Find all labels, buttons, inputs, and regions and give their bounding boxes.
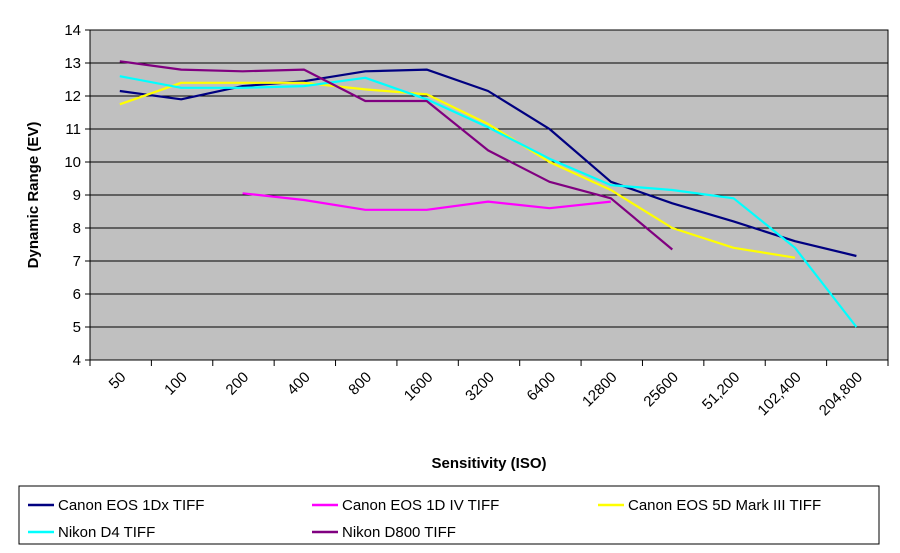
x-tick-label: 204,800 bbox=[816, 369, 866, 419]
series-line-3 bbox=[119, 75, 858, 328]
x-tick-label: 25600 bbox=[640, 369, 682, 411]
y-tick-label: 5 bbox=[73, 319, 81, 336]
y-tick-label: 13 bbox=[64, 55, 81, 72]
y-tick-label: 12 bbox=[64, 88, 81, 105]
gridlines bbox=[90, 62, 888, 328]
legend-label: Nikon D800 TIFF bbox=[342, 524, 456, 541]
x-tick-label: 50 bbox=[106, 369, 130, 393]
y-tick-label: 14 bbox=[64, 22, 81, 39]
x-tick-label: 200 bbox=[223, 369, 253, 399]
legend: Canon EOS 1Dx TIFF Canon EOS 1D IV TIFF Ca… bbox=[28, 497, 821, 541]
y-tick-label: 7 bbox=[73, 253, 81, 270]
series-line-1 bbox=[242, 192, 612, 211]
x-tick-label: 400 bbox=[284, 369, 314, 399]
y-tick-label: 9 bbox=[73, 187, 81, 204]
y-axis-ticks: 4 5 6 7 8 9 10 11 12 13 14 bbox=[64, 22, 90, 369]
x-tick-label: 100 bbox=[161, 369, 191, 399]
series-line-4 bbox=[119, 60, 674, 251]
y-tick-label: 4 bbox=[73, 352, 81, 369]
x-tick-label: 3200 bbox=[462, 369, 498, 405]
x-tick-label: 800 bbox=[345, 369, 375, 399]
y-tick-label: 10 bbox=[64, 154, 81, 171]
y-tick-label: 8 bbox=[73, 220, 81, 237]
y-tick-label: 11 bbox=[65, 121, 81, 138]
legend-label: Nikon D4 TIFF bbox=[58, 524, 155, 541]
y-tick-label: 6 bbox=[73, 286, 81, 303]
legend-label: Canon EOS 5D Mark III TIFF bbox=[628, 497, 821, 514]
legend-box bbox=[18, 485, 880, 545]
legend-label: Canon EOS 1D IV TIFF bbox=[342, 497, 499, 514]
x-axis-ticks: 50 100 200 400 800 1600 3200 6400 12800 25600 51,2… bbox=[89, 360, 889, 419]
y-axis-title: Dynamic Range (EV) bbox=[25, 122, 42, 269]
x-tick-label: 51,200 bbox=[699, 369, 743, 413]
series-line-0 bbox=[119, 68, 857, 258]
series-lines bbox=[119, 60, 858, 328]
x-tick-label: 6400 bbox=[524, 369, 560, 405]
x-tick-label: 1600 bbox=[401, 369, 437, 405]
series-line-2 bbox=[119, 81, 796, 259]
x-tick-label: 102,400 bbox=[754, 369, 804, 419]
legend-label: Canon EOS 1Dx TIFF bbox=[58, 497, 204, 514]
x-tick-label: 12800 bbox=[579, 369, 621, 411]
x-axis-title: Sensitivity (ISO) bbox=[431, 455, 546, 472]
